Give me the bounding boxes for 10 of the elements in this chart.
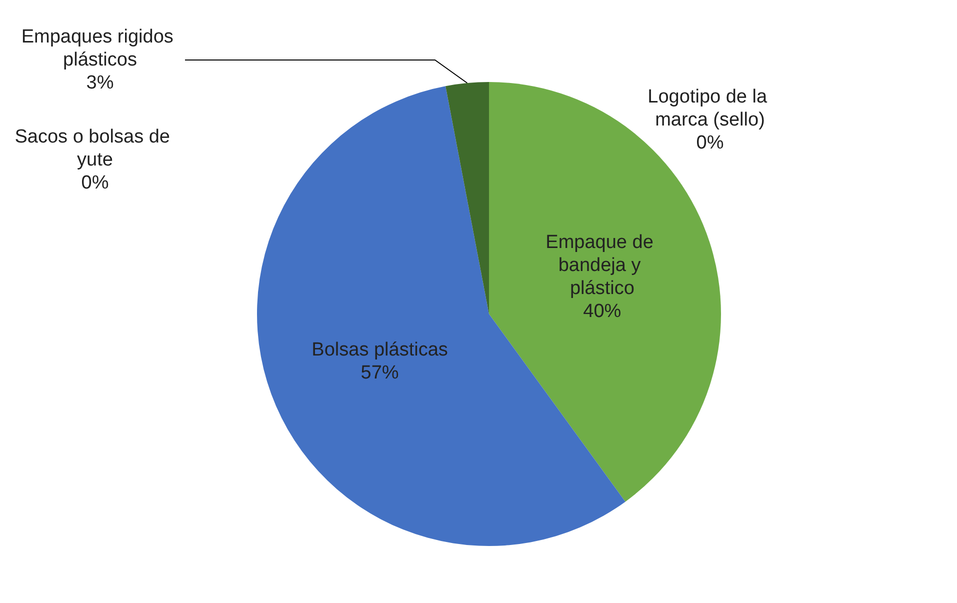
data-label: 57% — [360, 362, 399, 384]
slice-label: Empaque de bandeja y plástico — [546, 232, 659, 300]
data-label: 40% — [583, 301, 622, 322]
category-label: Sacos o bolsas de yute — [14, 126, 170, 170]
data-label: 3% — [86, 72, 114, 94]
text: 0% — [696, 132, 724, 154]
slice-label: Empaques rigidos plásticos — [21, 26, 179, 70]
category-label: Logotipo de la marca (sello) — [648, 86, 768, 130]
text: 0% — [81, 172, 109, 194]
slice-label: Bolsas plásticas — [312, 339, 448, 360]
